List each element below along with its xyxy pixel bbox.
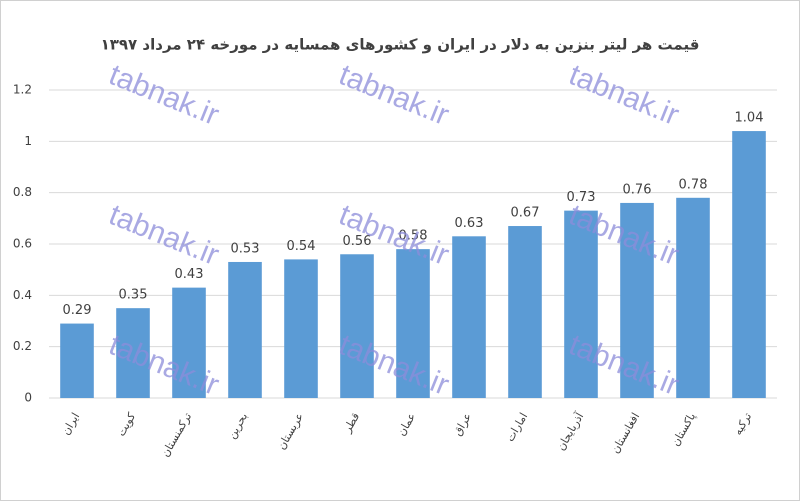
bar [676, 197, 710, 398]
bar [508, 226, 542, 398]
bar [564, 210, 598, 398]
value-label: 0.35 [119, 288, 148, 303]
bar [396, 249, 430, 398]
y-tick-label: 0.8 [13, 185, 32, 199]
bar [172, 287, 206, 398]
value-label: 0.43 [175, 267, 204, 282]
y-tick-label: 0.4 [13, 288, 32, 302]
bar [116, 308, 150, 398]
bar [620, 202, 654, 398]
value-label: 1.04 [735, 111, 764, 126]
value-label: 0.56 [343, 234, 372, 249]
bar [228, 261, 262, 398]
value-label: 0.58 [399, 229, 428, 244]
bar [284, 259, 318, 398]
y-tick-label: 0.6 [13, 237, 32, 251]
y-tick-label: 0.2 [13, 339, 32, 353]
bar [60, 323, 94, 398]
y-tick-label: 0 [24, 391, 32, 405]
chart-title: قیمت هر لیتر بنزین به دلار در ایران و کش… [101, 36, 700, 54]
y-tick-label: 1.2 [13, 83, 32, 97]
value-label: 0.53 [231, 241, 260, 256]
bar [452, 236, 486, 398]
value-label: 0.54 [287, 239, 316, 254]
value-label: 0.67 [511, 206, 540, 221]
value-label: 0.73 [567, 190, 596, 205]
value-label: 0.29 [63, 303, 92, 318]
bar [340, 254, 374, 398]
value-label: 0.63 [455, 216, 484, 231]
bar [732, 131, 766, 399]
y-tick-label: 1 [24, 134, 32, 148]
value-label: 0.78 [679, 177, 708, 192]
value-label: 0.76 [623, 182, 652, 197]
